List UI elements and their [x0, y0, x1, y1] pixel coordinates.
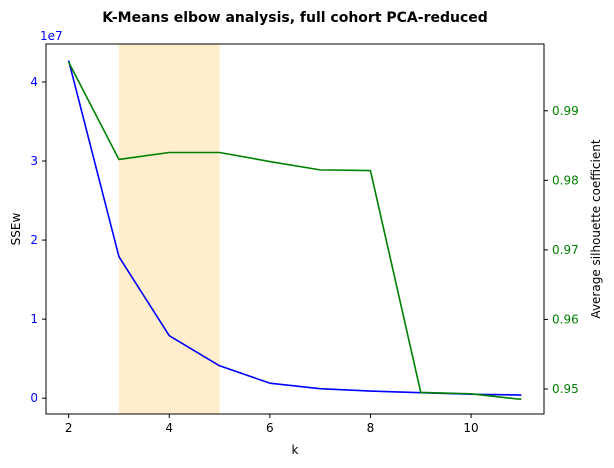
right-y-tick-label: 0.95	[552, 382, 579, 396]
x-tick-label: 8	[367, 421, 375, 435]
left-axis-offset-label: 1e7	[40, 29, 63, 43]
right-y-tick-label: 0.97	[552, 243, 579, 257]
left-y-tick-label: 0	[30, 391, 38, 405]
chart-title: K-Means elbow analysis, full cohort PCA-…	[102, 10, 488, 26]
x-axis-label: k	[292, 443, 299, 457]
left-y-axis-label: SSEw	[9, 213, 23, 246]
left-y-tick-label: 2	[30, 233, 38, 247]
right-y-tick-label: 0.99	[552, 104, 579, 118]
right-y-axis-label: Average silhouette coefficient	[589, 139, 603, 318]
plot-frame	[45, 43, 545, 415]
x-tick-label: 4	[165, 421, 173, 435]
silhouette-line	[67, 61, 522, 401]
x-tick-label: 6	[266, 421, 274, 435]
highlight-span	[118, 44, 220, 414]
left-y-tick-label: 1	[30, 312, 38, 326]
right-y-tick-label: 0.96	[552, 312, 579, 326]
plot-area: 2 4 6 8 10 0 1 2 3 4 0.95 0.96 0.97 0.98 0.99	[30, 43, 579, 435]
left-y-tick-label: 3	[30, 154, 38, 168]
left-y-tick-label: 4	[30, 75, 38, 89]
x-tick-label: 10	[463, 421, 478, 435]
x-tick-label: 2	[65, 421, 73, 435]
right-y-tick-label: 0.98	[552, 173, 579, 187]
